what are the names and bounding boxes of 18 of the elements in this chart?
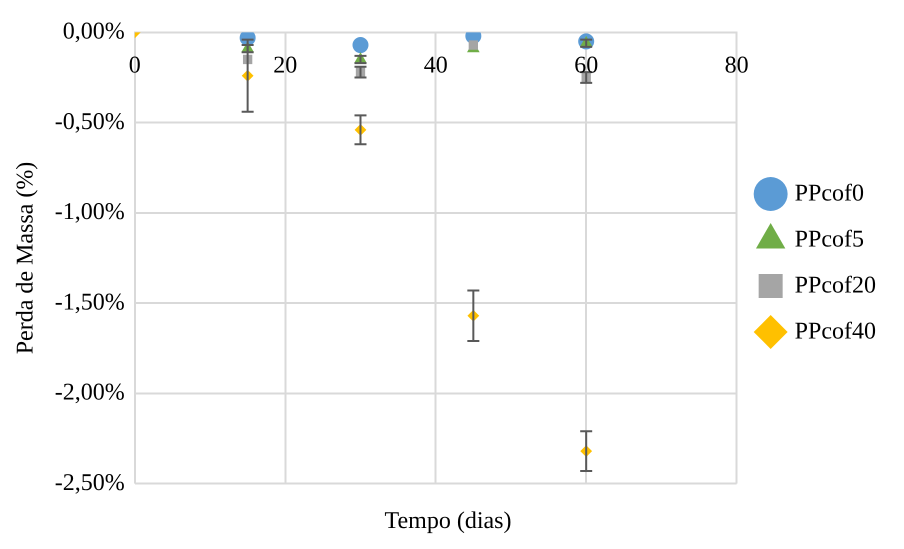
legend-label: PPcof5 [794,226,864,252]
point [352,37,368,54]
legend-label: PPcof40 [794,318,876,344]
y-tick-label: 0,00% [62,18,125,45]
legend-label: PPcof0 [794,180,864,206]
y-axis-title: Perda de Massa (%) [12,162,39,354]
x-tick-label: 0 [128,52,141,79]
y-tick-label: -1,00% [54,199,125,226]
x-tick-label: 60 [574,52,598,79]
y-tick-label: -2,00% [54,380,125,406]
y-tick-label: -2,50% [54,470,125,496]
x-axis-title: Tempo (dias) [384,508,512,535]
y-tick-label: -1,50% [54,289,125,316]
legend-label: PPcof20 [794,272,876,298]
x-tick-label: 40 [424,52,448,79]
x-tick-label: 80 [724,52,749,79]
x-tick-label: 20 [273,52,298,79]
y-tick-label: -0,50% [54,108,125,135]
